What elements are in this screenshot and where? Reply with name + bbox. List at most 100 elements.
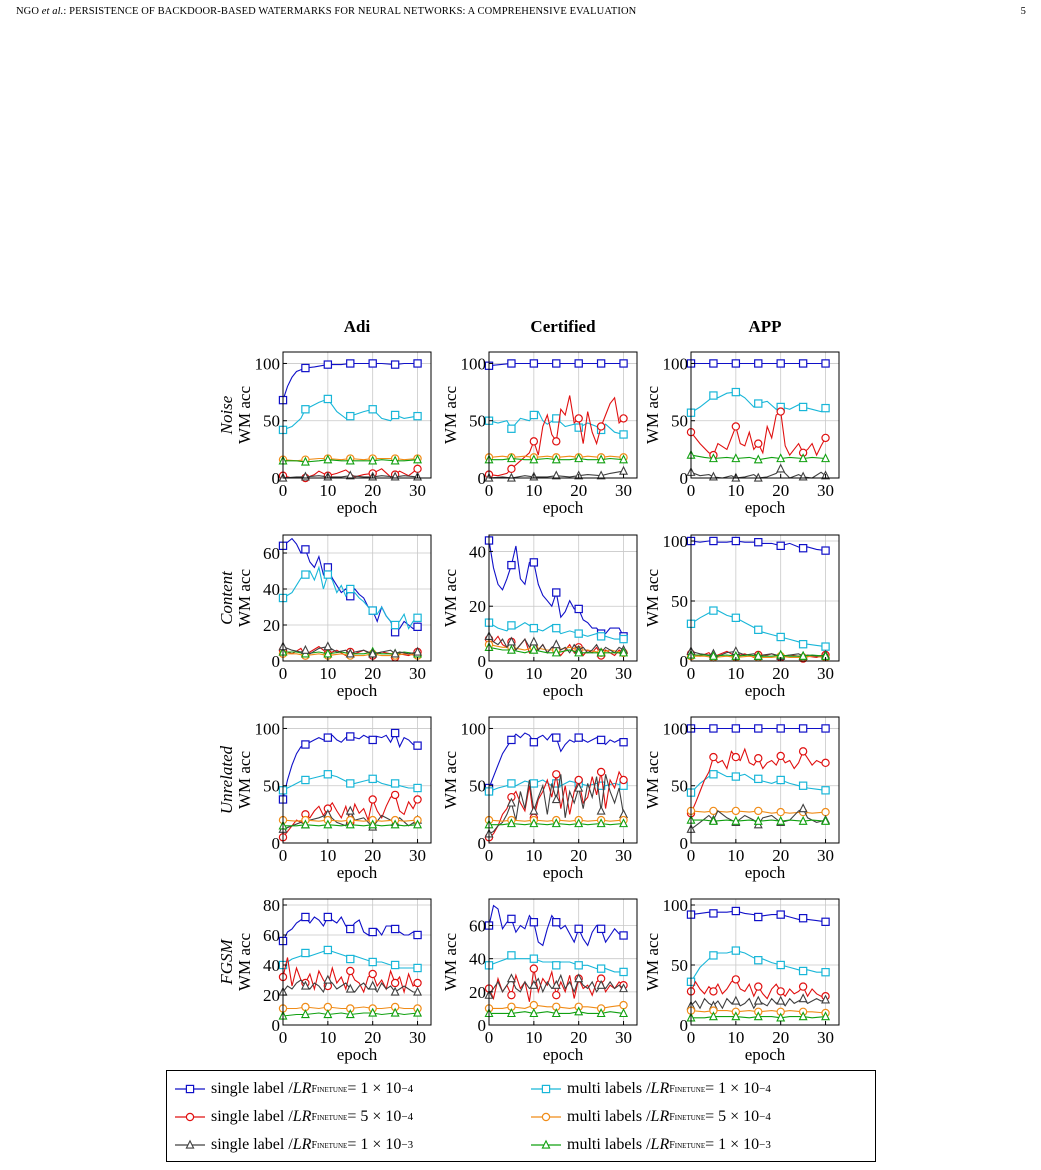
y-axis-label: WM acc bbox=[441, 386, 460, 445]
plot-frame bbox=[690, 898, 840, 1026]
data-point-m1e3 bbox=[708, 650, 718, 660]
data-point-m1e3 bbox=[619, 647, 629, 657]
data-point-s1e4 bbox=[413, 622, 422, 632]
legend-prefix: single label / bbox=[211, 1136, 293, 1153]
legend-prefix: single label / bbox=[211, 1080, 293, 1097]
x-tick-label: 30 bbox=[817, 664, 834, 683]
data-point-s1e3 bbox=[619, 465, 629, 475]
legend-lr: LR bbox=[292, 1108, 312, 1125]
row-label-content: Content bbox=[217, 570, 236, 625]
data-point-m1e4 bbox=[709, 391, 718, 400]
y-tick-label: 100 bbox=[461, 719, 487, 738]
data-point-m1e3 bbox=[753, 454, 763, 464]
data-point-s1e4 bbox=[731, 724, 741, 733]
data-point-s1e4 bbox=[821, 546, 830, 555]
legend-exponent: −4 bbox=[759, 1111, 771, 1123]
y-tick-label: 0 bbox=[680, 652, 689, 671]
y-tick-label: 100 bbox=[663, 354, 689, 373]
data-point-s1e4 bbox=[776, 724, 785, 733]
data-point-s1e4 bbox=[368, 735, 377, 745]
data-point-m1e3 bbox=[300, 456, 310, 466]
data-point-s1e4 bbox=[413, 930, 422, 940]
data-point-m1e4 bbox=[798, 639, 808, 649]
data-point-m1e4 bbox=[413, 613, 422, 623]
data-point-m1e3 bbox=[506, 644, 516, 654]
data-point-m1e3 bbox=[821, 815, 831, 825]
data-point-s1e4 bbox=[619, 737, 628, 747]
data-point-m1e3 bbox=[323, 454, 333, 464]
data-point-m1e3 bbox=[413, 454, 423, 464]
data-point-s5e4 bbox=[413, 795, 422, 804]
data-point-m1e4 bbox=[798, 781, 808, 790]
y-tick-label: 40 bbox=[469, 542, 486, 561]
y-tick-label: 0 bbox=[272, 1016, 281, 1035]
data-point-m1e3 bbox=[731, 815, 741, 825]
y-tick-label: 100 bbox=[461, 354, 487, 373]
data-point-m1e4 bbox=[507, 621, 516, 630]
legend-lr-subscript: Finetune bbox=[311, 1083, 348, 1095]
running-head: NGO et al.: PERSISTENCE OF BACKDOOR-BASE… bbox=[16, 6, 1026, 17]
data-point-m1e3 bbox=[390, 819, 400, 829]
x-tick-label: 30 bbox=[409, 481, 426, 500]
data-point-m1e3 bbox=[574, 1006, 584, 1016]
x-tick-label: 20 bbox=[364, 1028, 381, 1047]
data-point-m1e3 bbox=[413, 819, 423, 829]
legend-swatch-s1e3 bbox=[175, 1139, 205, 1149]
x-axis-label: epoch bbox=[337, 681, 378, 700]
x-axis-label: epoch bbox=[745, 1045, 786, 1064]
legend: single label / LR Finetune = 1 × 10 −4 mult… bbox=[166, 1070, 876, 1162]
data-point-s5e4 bbox=[368, 795, 377, 804]
column-title-certified: Certified bbox=[530, 317, 596, 336]
data-point-s5e4 bbox=[776, 751, 785, 761]
data-point-m1e4 bbox=[323, 394, 333, 404]
data-point-s1e4 bbox=[390, 360, 400, 369]
y-tick-label: 50 bbox=[671, 592, 688, 611]
y-tick-label: 0 bbox=[272, 652, 281, 671]
data-point-s1e4 bbox=[301, 912, 310, 922]
data-point-s1e3 bbox=[596, 979, 606, 989]
x-tick-label: 0 bbox=[485, 1028, 494, 1047]
data-point-s1e4 bbox=[754, 359, 763, 368]
data-point-s1e3 bbox=[798, 803, 808, 813]
running-title: NGO et al.: PERSISTENCE OF BACKDOOR-BASE… bbox=[16, 6, 636, 17]
y-axis-label: WM acc bbox=[235, 751, 254, 810]
data-point-s1e4 bbox=[552, 359, 561, 368]
data-point-m1e3 bbox=[821, 453, 831, 463]
data-point-m1e4 bbox=[323, 945, 333, 955]
legend-equation: = 1 × 10 bbox=[347, 1136, 402, 1153]
data-point-s1e4 bbox=[529, 359, 539, 368]
legend-item-s1e4: single label / LR Finetune = 1 × 10 −4 bbox=[173, 1075, 413, 1103]
data-point-s5e4 bbox=[574, 775, 583, 785]
data-point-s5e4 bbox=[390, 790, 400, 800]
data-point-s1e4 bbox=[368, 927, 377, 937]
data-point-s5e4 bbox=[821, 758, 830, 768]
data-point-s1e3 bbox=[776, 995, 786, 1005]
legend-swatch-marker bbox=[185, 1139, 195, 1149]
data-point-s1e4 bbox=[507, 560, 516, 570]
data-point-s1e4 bbox=[619, 359, 628, 368]
data-point-m1e4 bbox=[798, 966, 808, 976]
data-point-s1e3 bbox=[345, 470, 355, 480]
x-axis-label: epoch bbox=[543, 1045, 584, 1064]
data-point-s1e4 bbox=[709, 359, 718, 368]
x-tick-label: 10 bbox=[525, 846, 542, 865]
plot-frame bbox=[690, 351, 840, 479]
y-tick-label: 50 bbox=[469, 412, 486, 431]
data-point-m1e3 bbox=[596, 454, 606, 464]
data-point-m1e3 bbox=[596, 1008, 606, 1018]
plot-frame bbox=[282, 898, 432, 1026]
data-point-m1e4 bbox=[529, 779, 539, 788]
y-axis-label: WM acc bbox=[441, 933, 460, 992]
legend-equation: = 1 × 10 bbox=[705, 1080, 760, 1097]
data-point-s5e4 bbox=[574, 414, 583, 423]
series-line-s5e4 bbox=[488, 395, 624, 477]
y-tick-label: 100 bbox=[255, 719, 281, 738]
data-point-m1e3 bbox=[619, 1008, 629, 1018]
data-point-s1e4 bbox=[798, 913, 808, 923]
y-tick-label: 50 bbox=[469, 777, 486, 796]
data-point-s1e4 bbox=[821, 359, 830, 368]
y-tick-label: 50 bbox=[671, 777, 688, 796]
